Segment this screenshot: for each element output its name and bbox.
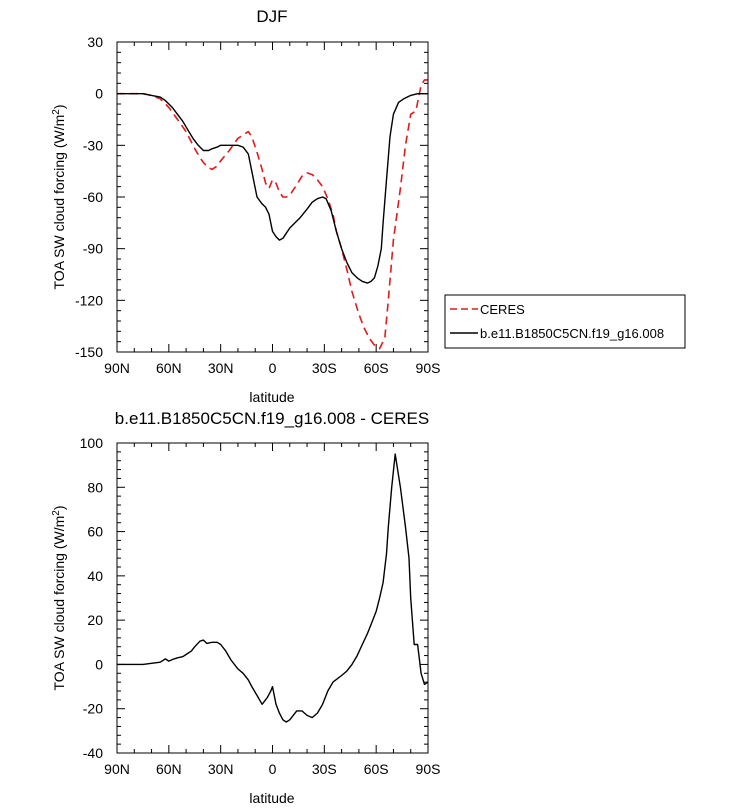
bottom-x-tick-label: 90S: [416, 761, 441, 777]
legend-label-model: b.e11.B1850C5CN.f19_g16.008: [480, 326, 664, 341]
bottom-plot-frame: [116, 442, 429, 754]
bottom-y-tick-label: 60: [87, 524, 103, 540]
top-chart-ticks: 90N 60N 30N 0 30S 60S 90S 30 0 -30 -60 -90 -120 -150: [75, 34, 440, 376]
bottom-chart-series: [117, 453, 429, 723]
top-x-axis-label: latitude: [249, 389, 294, 405]
top-x-tick-label: 60N: [156, 360, 182, 376]
bottom-y-tick-label: -40: [83, 745, 103, 761]
top-y-tick-label: -90: [83, 241, 103, 257]
top-x-tick-label: 60S: [364, 360, 389, 376]
bottom-y-tick-label: 20: [87, 612, 103, 628]
top-panel: DJF 90N 60N 30N 0 30S 60S 90S 30 0 -30 -60 -90 -120 -…: [51, 7, 686, 405]
legend-label-ceres: CERES: [480, 302, 525, 317]
bottom-chart-ticks: 90N 60N 30N 0 30S 60S 90S 100 80 60 40 20 0 -20 -40: [80, 435, 441, 777]
top-x-tick-label: 30S: [312, 360, 337, 376]
bottom-y-tick-label: 100: [80, 435, 104, 451]
bottom-series-line-model: [117, 453, 429, 723]
bottom-chart-title: b.e11.B1850C5CN.f19_g16.008 - CERES: [115, 409, 429, 428]
bottom-y-axis-label: TOA SW cloud forcing (W/m2): [51, 505, 67, 690]
top-y-tick-label: -120: [75, 292, 103, 308]
legend: CERES b.e11.B1850C5CN.f19_g16.008: [444, 294, 686, 349]
top-chart-title: DJF: [256, 7, 287, 26]
top-x-tick-label: 30N: [208, 360, 234, 376]
bottom-y-tick-label: 0: [95, 656, 103, 672]
top-y-axis-label: TOA SW cloud forcing (W/m2): [51, 104, 67, 289]
top-x-tick-label: 90S: [416, 360, 441, 376]
top-x-tick-label: 0: [269, 360, 277, 376]
bottom-y-tick-label: 40: [87, 568, 103, 584]
bottom-x-tick-label: 60N: [156, 761, 182, 777]
bottom-x-tick-label: 30N: [208, 761, 234, 777]
top-y-tick-label: -150: [75, 344, 103, 360]
bottom-y-tick-label: 80: [87, 479, 103, 495]
top-y-tick-label: 0: [95, 86, 103, 102]
top-y-tick-label: 30: [87, 34, 103, 50]
bottom-x-tick-label: 60S: [364, 761, 389, 777]
bottom-panel: b.e11.B1850C5CN.f19_g16.008 - CERES 90N 6…: [51, 409, 440, 806]
bottom-y-tick-label: -20: [83, 701, 103, 717]
top-series-line-ceres: [117, 79, 428, 350]
top-x-tick-label: 90N: [104, 360, 130, 376]
top-series-line-model: [117, 92, 428, 284]
top-y-tick-label: -60: [83, 189, 103, 205]
top-chart-series: [117, 79, 428, 350]
bottom-x-axis-label: latitude: [249, 790, 294, 806]
bottom-x-tick-label: 0: [269, 761, 277, 777]
bottom-x-tick-label: 90N: [104, 761, 130, 777]
legend-box: [444, 294, 686, 349]
bottom-x-tick-label: 30S: [312, 761, 337, 777]
top-plot-frame: [116, 41, 429, 353]
top-y-tick-label: -30: [83, 137, 103, 153]
